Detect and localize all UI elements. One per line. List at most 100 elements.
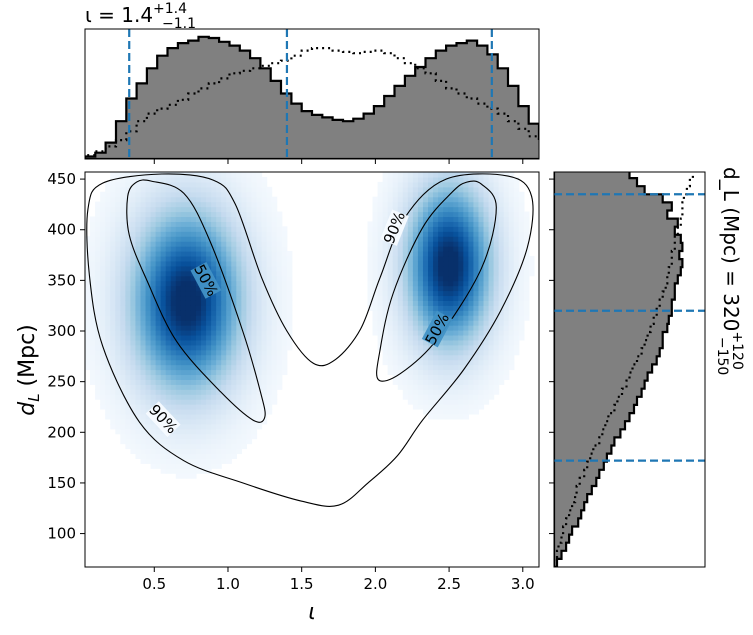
heat-cell [382,255,389,262]
heat-cell [165,364,172,371]
heat-cell [488,344,495,351]
heat-cell [110,295,116,301]
heat-cell [271,246,278,252]
heat-cell [165,280,172,287]
heat-cell [125,384,131,390]
heat-cell [140,453,147,459]
heat-cell [140,344,147,351]
heat-cell [85,325,91,331]
heat-cell [458,275,464,282]
heat-cell [412,251,419,257]
heat-cell [180,339,187,346]
heat-cell [448,280,454,287]
heat-cell [221,359,227,366]
heat-cell [397,330,404,336]
heat-cell [155,320,162,326]
heat-cell [201,231,207,237]
heat-cell [190,300,197,306]
heat-cell [155,201,162,208]
heat-cell [145,305,152,311]
heat-cell [140,349,147,356]
heat-cell [412,295,419,301]
heat-cell [246,176,253,183]
heat-cell [503,236,510,242]
heat-cell [190,191,197,198]
heat-cell [498,320,505,326]
heat-cell [488,389,495,395]
heat-cell [286,285,293,292]
heat-cell [221,255,227,262]
heat-cell [256,206,263,213]
heat-cell [367,241,374,247]
heat-cell [458,409,464,415]
heat-cell [433,354,439,361]
heat-cell [115,418,121,425]
heat-cell [155,433,162,440]
heat-cell [478,369,485,376]
heat-cell [377,275,384,282]
heat-cell [443,255,449,262]
heat-cell [120,305,126,311]
heat-cell [165,295,172,301]
heat-cell [266,364,273,371]
heat-cell [165,359,172,366]
heat-cell [428,404,434,410]
heat-cell [458,255,464,262]
heat-cell [422,216,429,222]
heat-cell [100,221,106,227]
heat-cell [201,181,207,188]
heat-cell [392,270,399,277]
heat-cell [241,275,248,282]
heat-cell [448,300,454,306]
heat-cell [185,428,192,435]
heat-cell [382,211,389,218]
heat-cell [448,344,454,351]
heat-cell [221,384,227,390]
heat-cell [175,463,182,469]
heat-cell [211,384,217,390]
heat-cell [231,399,237,405]
heat-cell [468,339,475,346]
heat-cell [508,236,515,242]
heat-cell [115,280,121,287]
heat-cell [473,320,480,326]
heat-cell [185,443,192,450]
heat-cell [498,206,505,213]
heat-cell [115,369,121,376]
heat-cell [120,438,126,445]
heat-cell [226,428,232,435]
heat-cell [261,251,268,257]
heat-cell [483,320,490,326]
heat-cell [392,255,399,262]
heat-cell [256,325,263,331]
heat-cell [125,310,131,316]
heat-cell [190,379,197,385]
heat-cell [165,290,172,297]
heat-cell [115,359,121,366]
heat-cell [463,354,469,361]
heat-cell [155,206,162,213]
heat-cell [145,260,152,267]
heat-cell [498,191,505,198]
heat-cell [185,246,192,252]
heat-cell [488,275,495,282]
heat-cell [387,325,394,331]
heat-cell [236,330,242,336]
heat-cell [190,206,197,213]
heat-cell [392,186,399,193]
heat-cell [458,399,464,405]
heat-cell [130,270,137,277]
heat-cell [115,181,121,188]
heat-cell [407,221,414,227]
heat-cell [201,379,207,385]
heat-cell [397,359,404,366]
heat-cell [100,374,106,380]
heat-cell [85,334,91,341]
heat-cell [110,201,116,208]
heat-cell [443,196,449,203]
heat-cell [140,206,147,213]
heat-cell [438,285,444,292]
heat-cell [160,241,167,247]
heat-cell [145,181,152,188]
